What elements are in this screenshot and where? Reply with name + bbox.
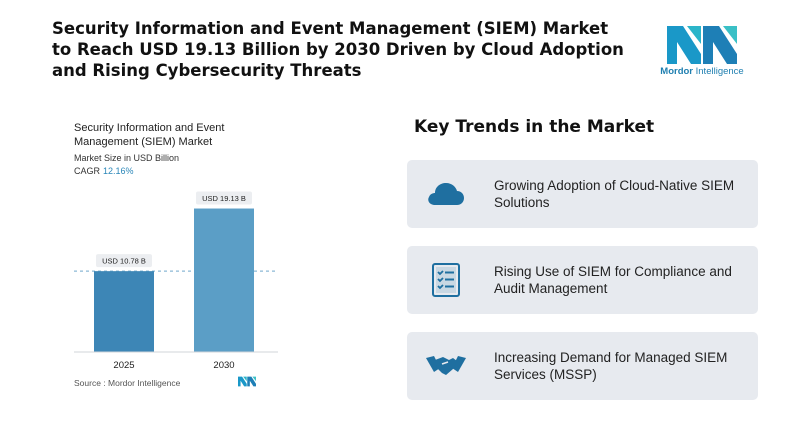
cagr-value: 12.16%: [103, 166, 134, 176]
data-label-box: [196, 191, 252, 205]
trend-icon-box: [425, 259, 467, 301]
trend-text: Growing Adoption of Cloud-Native SIEM So…: [494, 178, 735, 210]
trend-text: Increasing Demand for Managed SIEM Servi…: [494, 350, 728, 382]
mordor-logo-icon: [667, 26, 737, 64]
x-tick-label: 2025: [113, 360, 134, 371]
brand-logo: Mordor Intelligence: [656, 26, 748, 82]
trend-card-mssp: Increasing Demand for Managed SIEM Servi…: [407, 332, 758, 400]
chart-title: Security Information and Event Managemen…: [74, 122, 225, 148]
handshake-icon: [426, 356, 466, 375]
data-label: USD 10.78 B: [102, 257, 146, 266]
chart-source: Source : Mordor Intelligence: [74, 378, 181, 388]
data-label-box: [96, 254, 152, 268]
trends-title: Key Trends in the Market: [414, 117, 655, 137]
chart-card: Security Information and Event Managemen…: [62, 108, 284, 400]
page-headline: Security Information and Event Managemen…: [52, 19, 624, 80]
chart-cagr: CAGR 12.16%: [74, 166, 134, 176]
trend-card-cloud: Growing Adoption of Cloud-Native SIEM So…: [407, 160, 758, 228]
bar-chart: USD 10.78 B 2025 USD 19.13 B 2030: [74, 191, 278, 371]
x-tick-label: 2030: [213, 360, 234, 371]
trend-card-compliance: Rising Use of SIEM for Compliance and Au…: [407, 246, 758, 314]
trend-icon-box: [425, 173, 467, 215]
checklist-icon: [432, 263, 460, 297]
data-label: USD 19.13 B: [202, 194, 246, 203]
trend-icon-box: [425, 345, 467, 387]
bar-2030: [194, 208, 254, 352]
brand-name: Mordor Intelligence: [660, 66, 744, 77]
cloud-icon: [428, 183, 464, 205]
bar-2025: [94, 271, 154, 352]
cagr-label: CAGR: [74, 166, 101, 176]
trend-text: Rising Use of SIEM for Compliance and Au…: [494, 264, 732, 296]
chart-subtitle: Market Size in USD Billion: [74, 153, 180, 163]
chart-logo-icon: [238, 376, 256, 387]
